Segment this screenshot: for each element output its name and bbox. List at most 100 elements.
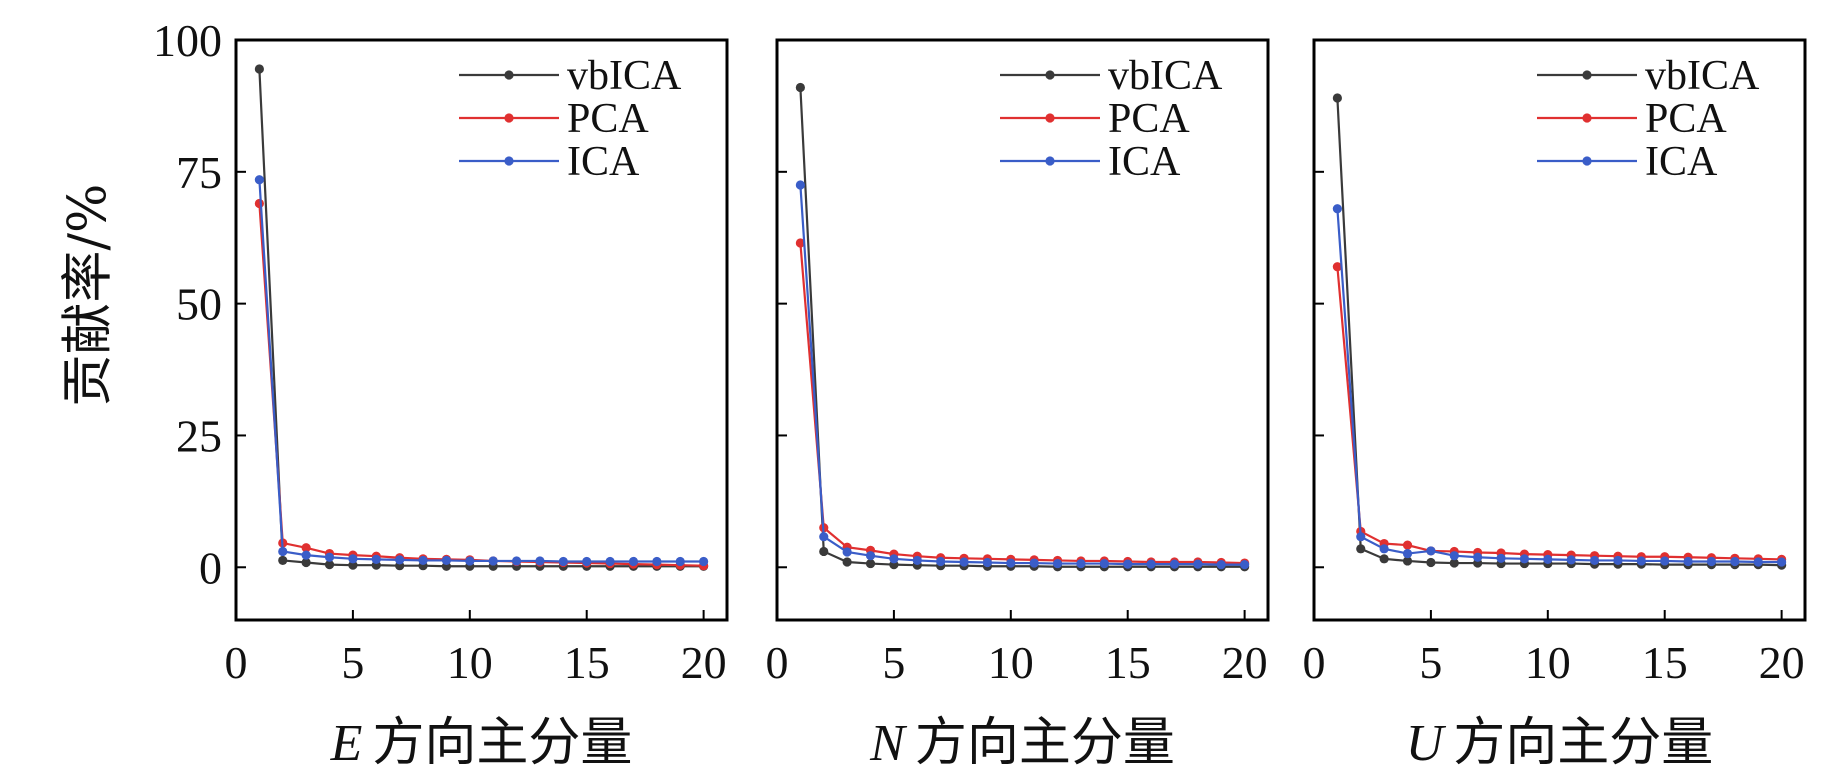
data-point-ICA — [1076, 558, 1086, 569]
data-point-ICA — [1777, 557, 1787, 567]
data-point-ICA — [1683, 556, 1693, 567]
data-point-ICA — [936, 556, 946, 567]
legend-marker-PCA — [504, 113, 514, 123]
x-axis-title: E 方向主分量 — [330, 713, 633, 773]
data-point-PCA — [795, 238, 805, 248]
legend-marker-ICA — [1045, 156, 1055, 166]
data-point-vbICA — [1449, 558, 1459, 568]
data-point-vbICA — [1379, 554, 1389, 564]
data-point-ICA — [1519, 554, 1530, 564]
data-point-ICA — [1543, 554, 1553, 564]
legend-label-vbICA: vbICA — [1645, 53, 1760, 99]
series-line-ICA — [1336, 208, 1782, 564]
data-point-ICA — [675, 556, 685, 567]
data-point-vbICA — [865, 558, 876, 569]
data-point-ICA — [511, 556, 522, 566]
y-axis-label: 贡献率/% — [59, 184, 119, 407]
data-point-ICA — [582, 556, 592, 567]
legend-label-ICA: ICA — [1645, 139, 1718, 185]
x-axis-title-text: 方向主分量 — [372, 713, 632, 773]
data-point-ICA — [348, 554, 358, 564]
x-tick-label: 20 — [1759, 637, 1805, 688]
data-point-ICA — [889, 554, 899, 564]
x-axis-title-letter: N — [869, 715, 908, 772]
series-line-PCA — [258, 203, 704, 567]
data-point-ICA — [1379, 544, 1389, 554]
legend-label-PCA: PCA — [1645, 96, 1727, 142]
data-point-ICA — [1566, 555, 1576, 565]
data-point-vbICA — [324, 560, 335, 570]
data-point-ICA — [842, 547, 852, 557]
data-point-vbICA — [301, 557, 311, 568]
data-point-ICA — [324, 552, 335, 562]
data-point-ICA — [1029, 558, 1039, 568]
data-point-ICA — [959, 557, 969, 567]
x-axis-title-text: 方向主分量 — [915, 713, 1175, 773]
data-point-ICA — [1099, 558, 1109, 569]
data-point-PCA — [1402, 540, 1413, 550]
data-point-vbICA — [1332, 93, 1342, 103]
plot-frame — [234, 38, 729, 622]
series-line-PCA — [799, 242, 1245, 565]
series-line-ICA — [258, 179, 704, 563]
series-line-PCA — [1336, 266, 1782, 561]
data-point-ICA — [605, 556, 615, 567]
data-point-ICA — [1146, 559, 1156, 569]
legend-marker-vbICA — [504, 70, 514, 80]
data-point-ICA — [254, 175, 264, 185]
x-axis-title: N 方向主分量 — [869, 713, 1175, 773]
data-point-ICA — [628, 556, 639, 567]
legend-label-vbICA: vbICA — [1108, 53, 1223, 99]
legend-marker-PCA — [1045, 113, 1055, 123]
x-tick-label: 0 — [1303, 637, 1326, 688]
data-point-vbICA — [278, 555, 288, 566]
data-point-ICA — [1193, 559, 1203, 569]
data-point-ICA — [1730, 556, 1740, 567]
y-tick-label: 50 — [176, 279, 222, 330]
legend-marker-vbICA — [1582, 70, 1592, 80]
x-tick-label: 5 — [882, 637, 905, 688]
data-point-ICA — [558, 556, 568, 567]
data-point-ICA — [1660, 556, 1670, 566]
x-axis-title-letter: E — [330, 715, 363, 772]
legend-marker-ICA — [504, 156, 514, 166]
data-point-ICA — [865, 551, 876, 561]
data-point-ICA — [795, 180, 805, 190]
data-point-ICA — [1589, 555, 1600, 566]
data-point-ICA — [418, 555, 428, 566]
data-point-vbICA — [819, 546, 829, 557]
plot-frame — [775, 38, 1270, 622]
y-tick-label: 75 — [176, 147, 222, 198]
data-point-ICA — [699, 556, 709, 567]
x-tick-label: 15 — [1105, 637, 1151, 688]
y-tick-label: 25 — [176, 410, 222, 461]
plot-frame — [1312, 38, 1807, 622]
x-tick-label: 0 — [766, 637, 789, 688]
data-point-ICA — [1216, 560, 1226, 570]
data-point-ICA — [488, 556, 498, 566]
x-axis-title: U 方向主分量 — [1406, 713, 1714, 773]
data-point-ICA — [1006, 558, 1016, 568]
x-tick-label: 5 — [1419, 637, 1442, 688]
data-point-ICA — [535, 556, 545, 566]
data-point-vbICA — [1402, 556, 1413, 566]
data-point-vbICA — [254, 64, 264, 74]
x-tick-label: 15 — [1642, 637, 1688, 688]
data-point-PCA — [1332, 262, 1342, 272]
x-tick-label: 20 — [681, 637, 727, 688]
data-point-ICA — [1473, 552, 1483, 562]
data-point-ICA — [982, 557, 993, 568]
data-point-PCA — [301, 543, 311, 553]
x-axis-title-letter: U — [1406, 715, 1447, 772]
data-point-ICA — [1402, 548, 1413, 559]
x-tick-label: 10 — [447, 637, 493, 688]
data-point-vbICA — [348, 560, 358, 570]
x-tick-label: 10 — [988, 637, 1034, 688]
x-tick-label: 20 — [1222, 637, 1268, 688]
legend-label-ICA: ICA — [1108, 139, 1181, 185]
